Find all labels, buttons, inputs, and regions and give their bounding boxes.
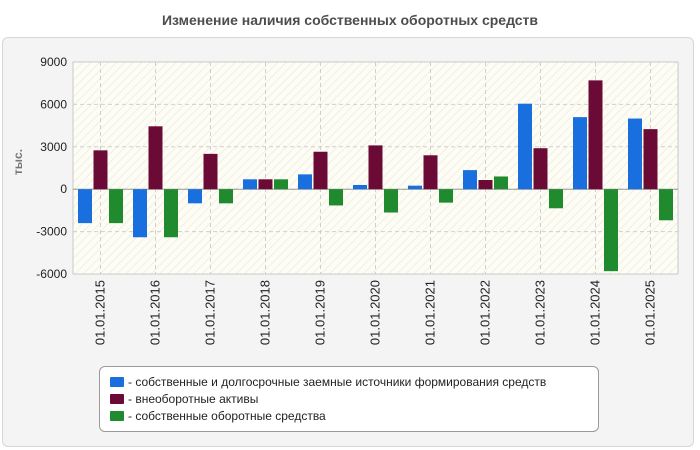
bar-series-1: [203, 153, 218, 190]
legend-swatch-sources: [110, 376, 124, 387]
y-tick-label: 9000: [40, 55, 67, 69]
legend-label-sources: - собственные и долгосрочные заемные ист…: [128, 374, 547, 389]
y-tick-label: -6000: [36, 267, 67, 281]
x-tick-label: 01.01.2025: [643, 280, 658, 345]
y-tick-label: 6000: [40, 97, 67, 111]
bar-series-2: [384, 189, 398, 213]
bar-series-2: [329, 189, 343, 206]
y-tick-label: 3000: [40, 140, 67, 154]
x-tick-label: 01.01.2021: [423, 280, 438, 345]
chart-title: Изменение наличия собственных оборотных …: [161, 12, 539, 28]
y-axis-label: тыс.: [11, 149, 25, 175]
bar-series-1: [643, 129, 658, 190]
bar-series-0: [408, 185, 422, 190]
bar-series-2: [494, 176, 508, 190]
bar-series-0: [628, 118, 642, 190]
bar-series-0: [463, 170, 477, 190]
legend-label-noncurrent-assets: - внеоборотные активы: [128, 391, 259, 406]
bar-series-1: [93, 150, 108, 190]
bar-series-1: [313, 151, 328, 190]
legend-swatch-noncurrent-assets: [110, 393, 124, 404]
bar-series-2: [439, 189, 453, 203]
bar-series-1: [368, 145, 383, 190]
bar-series-1: [258, 179, 273, 190]
y-tick-label: 0: [60, 182, 67, 196]
legend: - собственные и долгосрочные заемные ист…: [99, 366, 599, 432]
x-tick-label: 01.01.2019: [313, 280, 328, 345]
bar-series-0: [78, 189, 92, 224]
bar-series-2: [604, 189, 618, 272]
x-tick-label: 01.01.2020: [368, 280, 383, 345]
bar-series-2: [219, 189, 233, 204]
bar-series-0: [133, 189, 147, 238]
bar-series-1: [588, 80, 603, 190]
bar-series-2: [109, 189, 123, 224]
bar-series-1: [533, 148, 548, 190]
x-tick-label: 01.01.2015: [93, 280, 108, 345]
bar-series-1: [423, 155, 438, 190]
legend-label-working-capital: - собственные оборотные средства: [128, 408, 326, 423]
bar-series-1: [148, 126, 163, 190]
legend-item-sources: - собственные и долгосрочные заемные ист…: [110, 373, 598, 390]
x-tick-label: 01.01.2016: [148, 280, 163, 345]
bar-series-2: [659, 189, 673, 221]
x-tick-label: 01.01.2023: [533, 280, 548, 345]
bar-series-2: [274, 179, 288, 190]
x-tick-label: 01.01.2022: [478, 280, 493, 345]
bar-series-0: [188, 189, 202, 204]
bar-series-0: [573, 117, 587, 190]
bar-series-2: [549, 189, 563, 209]
y-tick-label: -3000: [36, 225, 67, 239]
legend-swatch-working-capital: [110, 410, 124, 421]
bar-series-0: [353, 184, 367, 190]
x-tick-label: 01.01.2024: [588, 280, 603, 345]
bar-series-2: [164, 189, 178, 238]
bar-series-0: [243, 179, 257, 190]
x-tick-label: 01.01.2018: [258, 280, 273, 345]
legend-item-noncurrent-assets: - внеоборотные активы: [110, 390, 598, 407]
bar-series-0: [298, 174, 312, 190]
x-tick-label: 01.01.2017: [203, 280, 218, 345]
bar-series-0: [518, 103, 532, 190]
legend-item-working-capital: - собственные оборотные средства: [110, 407, 598, 424]
bar-series-1: [478, 180, 493, 190]
